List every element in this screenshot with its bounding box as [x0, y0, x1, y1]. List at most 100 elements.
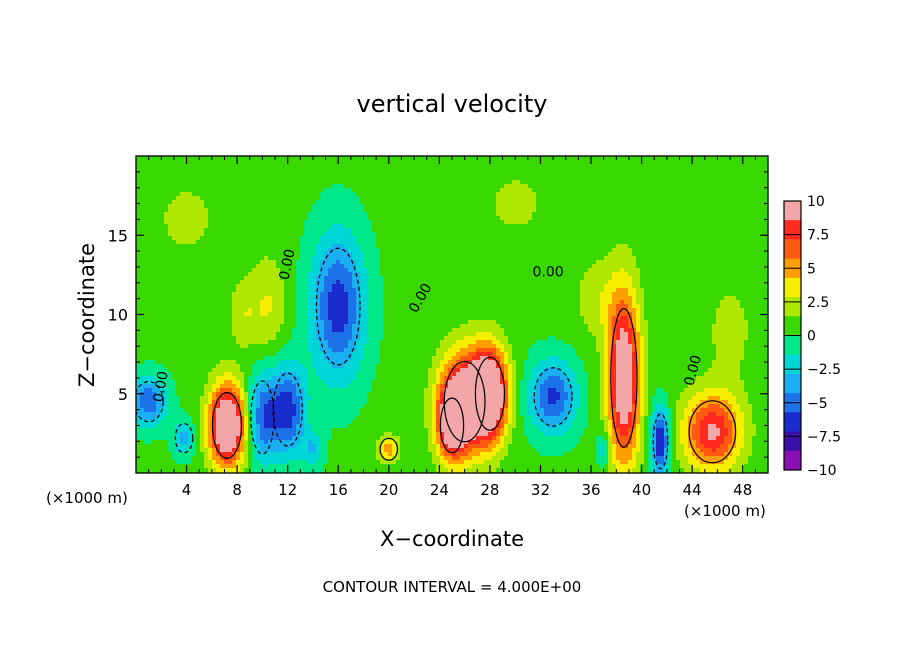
heatmap-cell [196, 240, 201, 245]
heatmap-cell [356, 248, 361, 253]
heatmap-cell [196, 232, 201, 237]
heatmap-cell [180, 280, 185, 285]
heatmap-cell [388, 176, 393, 181]
heatmap-cell [292, 160, 297, 165]
heatmap-cell [492, 268, 497, 273]
heatmap-cell [604, 160, 609, 165]
heatmap-cell [344, 188, 349, 193]
heatmap-cell [624, 224, 629, 229]
heatmap-cell [316, 248, 321, 253]
heatmap-cell [480, 248, 485, 253]
heatmap-cell [192, 184, 197, 189]
heatmap-cell [748, 192, 753, 197]
heatmap-cell [620, 196, 625, 201]
heatmap-cell [260, 176, 265, 181]
heatmap-cell [284, 164, 289, 169]
heatmap-cell [228, 244, 233, 249]
heatmap-cell [392, 232, 397, 237]
heatmap-cell [296, 244, 301, 249]
heatmap-cell [156, 280, 161, 285]
heatmap-cell [328, 188, 333, 193]
heatmap-cell [724, 184, 729, 189]
heatmap-cell [232, 184, 237, 189]
heatmap-cell [144, 204, 149, 209]
heatmap-cell [664, 252, 669, 257]
heatmap-cell [368, 232, 373, 237]
heatmap-cell [328, 176, 333, 181]
heatmap-cell [232, 220, 237, 225]
heatmap-cell [296, 172, 301, 177]
heatmap-cell [540, 160, 545, 165]
heatmap-cell [436, 240, 441, 245]
heatmap-cell [208, 200, 213, 205]
heatmap-cell [220, 160, 225, 165]
heatmap-cell [656, 252, 661, 257]
heatmap-cell [328, 164, 333, 169]
heatmap-cell [440, 192, 445, 197]
heatmap-cell [252, 208, 257, 213]
heatmap-cell [144, 208, 149, 213]
heatmap-cell [512, 260, 517, 265]
heatmap-cell [156, 220, 161, 225]
heatmap-cell [232, 212, 237, 217]
heatmap-cell [240, 276, 245, 281]
heatmap-cell [188, 168, 193, 173]
heatmap-cell [344, 228, 349, 233]
heatmap-cell [712, 224, 717, 229]
heatmap-cell [320, 192, 325, 197]
heatmap-cell [352, 212, 357, 217]
heatmap-cell [232, 188, 237, 193]
heatmap-cell [576, 184, 581, 189]
heatmap-cell [380, 160, 385, 165]
heatmap-cell [676, 252, 681, 257]
heatmap-cell [756, 156, 761, 161]
heatmap-cell [464, 280, 469, 285]
heatmap-cell [508, 224, 513, 229]
heatmap-cell [156, 224, 161, 229]
heatmap-cell [236, 248, 241, 253]
heatmap-cell [436, 168, 441, 173]
heatmap-cell [468, 272, 473, 277]
heatmap-cell [300, 260, 305, 265]
heatmap-cell [216, 272, 221, 277]
heatmap-cell [404, 176, 409, 181]
heatmap-cell [388, 184, 393, 189]
heatmap-cell [420, 264, 425, 269]
heatmap-cell [456, 236, 461, 241]
heatmap-cell [760, 248, 765, 253]
heatmap-cell [500, 220, 505, 225]
heatmap-cell [172, 164, 177, 169]
heatmap-cell [188, 156, 193, 161]
heatmap-cell [652, 196, 657, 201]
heatmap-cell [448, 184, 453, 189]
heatmap-cell [372, 180, 377, 185]
heatmap-cell [576, 164, 581, 169]
heatmap-cell [152, 268, 157, 273]
heatmap-cell [160, 168, 165, 173]
heatmap-cell [140, 252, 145, 257]
heatmap-cell [552, 228, 557, 233]
heatmap-cell [272, 208, 277, 213]
heatmap-cell [676, 244, 681, 249]
heatmap-cell [516, 156, 521, 161]
heatmap-cell [640, 220, 645, 225]
heatmap-cell [592, 264, 597, 269]
heatmap-cell [296, 252, 301, 257]
heatmap-cell [620, 172, 625, 177]
heatmap-cell [504, 248, 509, 253]
heatmap-cell [136, 188, 141, 193]
heatmap-cell [684, 236, 689, 241]
heatmap-cell [436, 176, 441, 181]
heatmap-cell [524, 156, 529, 161]
heatmap-cell [304, 168, 309, 173]
heatmap-cell [380, 164, 385, 169]
heatmap-cell [760, 176, 765, 181]
heatmap-cell [528, 264, 533, 269]
heatmap-cell [180, 264, 185, 269]
heatmap-cell [708, 200, 713, 205]
heatmap-cell [476, 272, 481, 277]
heatmap-cell [668, 252, 673, 257]
heatmap-cell [276, 240, 281, 245]
heatmap-cell [308, 228, 313, 233]
heatmap-cell [548, 156, 553, 161]
